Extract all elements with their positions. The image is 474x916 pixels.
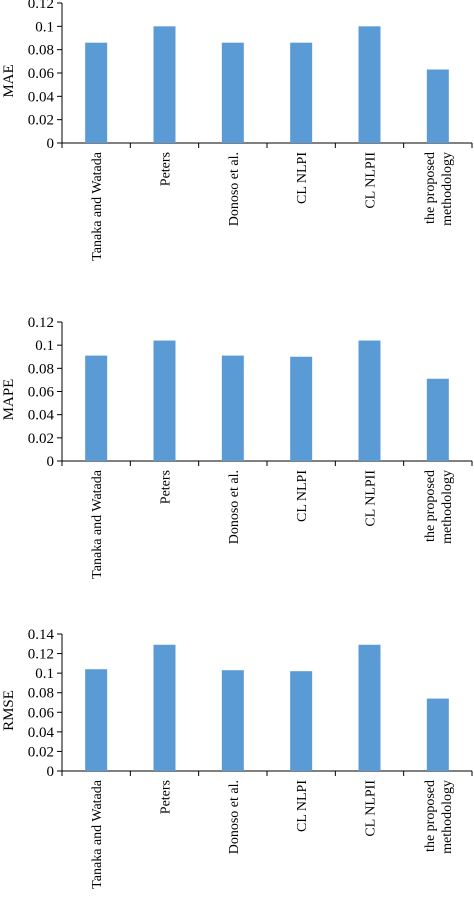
bar-3 <box>221 42 244 143</box>
x-category-label: CL NLPII <box>364 780 379 837</box>
x-category-label-line: methodology <box>440 780 455 854</box>
bar-6 <box>426 69 449 143</box>
x-category-label: Peters <box>159 470 174 504</box>
x-category-label: CL NLPII <box>364 470 379 527</box>
bar-4 <box>290 356 313 461</box>
bar-6 <box>426 698 449 771</box>
x-category-label-line: methodology <box>440 470 455 544</box>
y-tick-label: 0.08 <box>28 361 54 377</box>
y-tick-label: 0.06 <box>28 385 55 401</box>
x-category-label: Tanaka and Watada <box>90 779 105 889</box>
x-category-label: CL NLPI <box>295 780 310 832</box>
y-tick-label: 0.04 <box>28 89 55 105</box>
x-category-label: Tanaka and Watada <box>90 151 105 261</box>
y-axis-title: MAPE <box>1 379 17 421</box>
bar-5 <box>358 340 381 461</box>
chart-panel-2: 0 0.02 0.04 0.06 0.08 0.1 0.12 MAPE Tanaka and W… <box>1 315 473 579</box>
y-tick-label: 0.1 <box>35 338 54 354</box>
x-category-label: CL NLPI <box>295 152 310 204</box>
y-tick-label: 0.02 <box>28 113 54 129</box>
y-tick-label: 0.06 <box>28 66 55 82</box>
y-tick-label: 0.1 <box>35 666 54 682</box>
y-tick-label: 0.14 <box>28 627 55 643</box>
y-tick-label: 0.08 <box>28 686 54 702</box>
x-category-label-line: the proposed <box>423 780 438 852</box>
y-tick-label: 0.04 <box>28 725 55 741</box>
y-tick-label: 0.04 <box>28 408 55 424</box>
y-tick-label: 0.12 <box>28 647 54 663</box>
x-category-label: CL NLPI <box>295 470 310 522</box>
y-tick-label: 0.12 <box>28 315 54 331</box>
bar-3 <box>221 355 244 461</box>
y-tick-label: 0.02 <box>28 744 54 760</box>
x-category-label: the proposed methodology <box>423 152 455 226</box>
bar-5 <box>358 26 381 143</box>
x-category-label: Peters <box>159 152 174 186</box>
y-tick-label: 0 <box>47 136 55 152</box>
bar-1 <box>85 42 108 143</box>
bar-1 <box>85 669 108 771</box>
x-category-label: Donoso et al. <box>227 152 242 226</box>
x-category-label: Tanaka and Watada <box>90 469 105 579</box>
bar-2 <box>153 340 176 461</box>
bar-2 <box>153 644 176 771</box>
y-tick-label: 0 <box>47 764 55 780</box>
y-axis-title: MAE <box>1 64 17 97</box>
bar-5 <box>358 644 381 771</box>
x-category-label: the proposed methodology <box>423 470 455 544</box>
bar-6 <box>426 378 449 461</box>
x-category-label-line: the proposed <box>423 470 438 542</box>
chart-panel-1: 0 0.02 0.04 0.06 0.08 0.1 0.12 MAE Tanaka and Wa… <box>1 0 473 261</box>
x-category-label-line: the proposed <box>423 152 438 224</box>
x-category-label: the proposed methodology <box>423 780 455 854</box>
y-tick-label: 0.08 <box>28 43 54 59</box>
x-category-label: Peters <box>159 780 174 814</box>
bar-4 <box>290 42 313 143</box>
x-category-label: Donoso et al. <box>227 780 242 854</box>
y-tick-label: 0.1 <box>35 19 54 35</box>
y-tick-label: 0.12 <box>28 0 54 12</box>
y-tick-label: 0 <box>47 454 55 470</box>
x-category-label: CL NLPII <box>364 152 379 209</box>
x-category-label: Donoso et al. <box>227 470 242 544</box>
chart-panel-3: 0 0.02 0.04 0.06 0.08 0.1 0.12 0.14 RMSE Tanaka a… <box>1 627 473 889</box>
y-tick-label: 0.02 <box>28 431 54 447</box>
bar-1 <box>85 355 108 461</box>
bar-2 <box>153 26 176 143</box>
y-axis-title: RMSE <box>1 690 17 731</box>
x-category-label-line: methodology <box>440 152 455 226</box>
y-tick-label: 0.06 <box>28 705 55 721</box>
bar-3 <box>221 670 244 771</box>
bar-4 <box>290 671 313 771</box>
